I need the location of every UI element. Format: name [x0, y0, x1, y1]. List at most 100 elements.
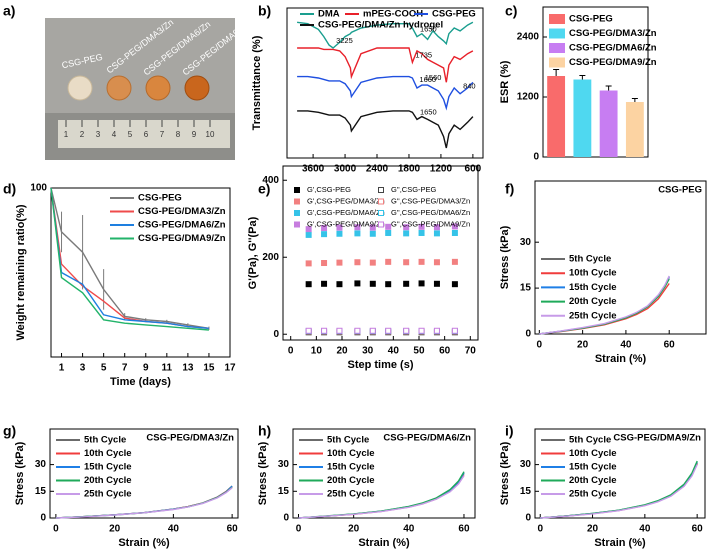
line — [297, 47, 474, 83]
point — [418, 229, 425, 236]
bar — [573, 79, 592, 157]
point — [403, 259, 410, 266]
legend-swatch — [549, 28, 565, 39]
legend-label: 20th Cycle — [84, 475, 132, 486]
legend-label: CSG-PEG/DMA3/Zn — [138, 206, 226, 217]
x-axis-label: Step time (s) — [347, 359, 413, 371]
point — [305, 327, 312, 334]
x-tick-label: 11 — [162, 363, 173, 374]
x-tick-label: 15 — [203, 363, 215, 374]
point — [433, 224, 440, 231]
y-tick-label: 30 — [520, 459, 532, 470]
ruler-number: 4 — [112, 130, 117, 139]
legend-label: mPEG-COOH — [363, 9, 423, 20]
ruler-number: 6 — [144, 130, 149, 139]
legend-swatch — [294, 198, 300, 205]
x-tick-label: 60 — [664, 340, 676, 351]
legend-label: G'',CSG-PEG/DMA9/Zn — [391, 219, 470, 228]
legend-swatch — [378, 198, 384, 205]
legend-label: CSG-PEG — [569, 14, 613, 25]
x-tick-label: 40 — [168, 524, 180, 535]
point — [321, 327, 328, 334]
x-tick-label: 2400 — [366, 164, 389, 175]
y-axis-label: ESR (%) — [499, 60, 511, 103]
legend-label: G'',CSG-PEG/DMA3/Zn — [391, 196, 470, 205]
y-axis-label: Stress (kPa) — [499, 225, 511, 289]
point — [418, 258, 425, 265]
legend-swatch — [549, 43, 565, 53]
point — [418, 223, 425, 230]
y-tick-label: 30 — [520, 237, 532, 248]
legend-label: DMA — [318, 9, 340, 20]
point — [451, 229, 458, 236]
y-tick-label: 1200 — [517, 92, 540, 103]
x-tick-label: 20 — [587, 524, 599, 535]
y-axis-label: Stress (kPa) — [499, 441, 511, 505]
x-tick-label: 60 — [692, 524, 704, 535]
plot-frame — [282, 165, 479, 341]
legend-label: 25th Cycle — [84, 489, 132, 500]
point — [418, 280, 425, 287]
point — [336, 259, 343, 266]
x-tick-label: 1200 — [430, 164, 453, 175]
point — [369, 230, 376, 237]
panel-label: f) — [505, 181, 514, 197]
x-axis-label: Strain (%) — [595, 353, 647, 365]
point — [305, 226, 312, 233]
ruler-number: 2 — [80, 130, 85, 139]
legend-label: 10th Cycle — [84, 448, 132, 459]
x-tick-label: 5 — [101, 363, 107, 374]
x-tick-label: 3000 — [334, 164, 357, 175]
point — [305, 281, 312, 288]
x-tick-label: 0 — [537, 524, 543, 535]
plot-frame — [286, 7, 484, 159]
y-tick-label: 0 — [40, 513, 46, 524]
point — [336, 281, 343, 288]
legend-swatch — [549, 14, 565, 24]
point — [336, 327, 343, 334]
x-tick-label: 13 — [182, 363, 194, 374]
point — [385, 281, 392, 288]
legend-label: 10th Cycle — [569, 268, 617, 279]
y-tick-label: 100 — [30, 183, 47, 194]
point — [369, 259, 376, 266]
panel-label: c) — [505, 3, 517, 19]
peak-label: 840 — [463, 82, 476, 91]
sample-disk — [145, 75, 171, 101]
y-tick-label: 30 — [35, 459, 47, 470]
legend-label: CSG-PEG/DMA6/Zn — [569, 43, 657, 54]
y-tick-label: 15 — [520, 486, 532, 497]
x-tick-label: 7 — [122, 363, 128, 374]
point — [369, 327, 376, 334]
point — [403, 224, 410, 231]
point — [305, 260, 312, 267]
panel-label: e) — [258, 181, 270, 197]
legend-label: CSG-PEG/DMA3/Zn — [569, 28, 657, 39]
legend-label: 25th Cycle — [569, 310, 617, 321]
line — [540, 464, 698, 519]
peak-label: 1560 — [425, 73, 442, 82]
point — [433, 230, 440, 237]
point — [354, 280, 361, 287]
legend-swatch — [294, 187, 300, 193]
legend-label: CSG-PEG — [138, 193, 182, 204]
point — [403, 280, 410, 287]
line — [297, 75, 474, 111]
point — [369, 280, 376, 287]
legend-swatch — [378, 187, 384, 193]
line — [540, 460, 698, 519]
bar — [625, 102, 644, 157]
x-tick-label: 0 — [537, 340, 543, 351]
line — [55, 487, 233, 519]
ruler-numbers: 1 2 3 4 5 6 7 8 9 10 — [64, 120, 215, 139]
point — [433, 327, 440, 334]
panel-label: h) — [258, 423, 271, 439]
point — [354, 230, 361, 237]
peak-label: 1650 — [420, 107, 437, 116]
legend-label: 20th Cycle — [569, 475, 617, 486]
legend-label: 15th Cycle — [569, 282, 617, 293]
y-tick-label: 0 — [525, 329, 531, 340]
ruler-number: 7 — [160, 130, 165, 139]
legend-label: 20th Cycle — [569, 296, 617, 307]
